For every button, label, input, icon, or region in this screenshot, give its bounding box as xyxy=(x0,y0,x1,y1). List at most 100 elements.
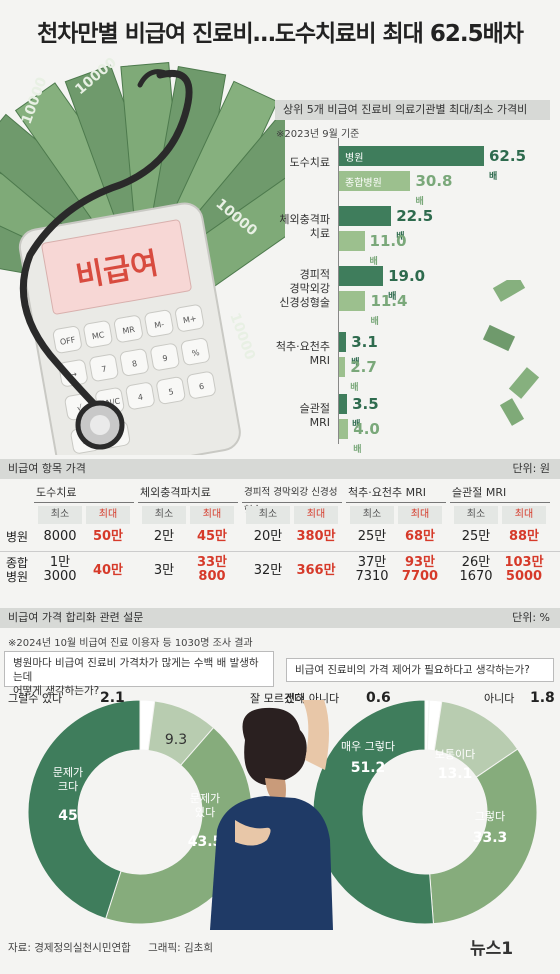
footer-source: 자료: 경제정의실천시민연합 xyxy=(8,942,131,954)
calculator-key xyxy=(89,354,119,382)
price-min-header: 최소 xyxy=(142,506,186,524)
donut2-label-a: 전혀 아니다 xyxy=(285,692,339,705)
bar-series-label: 병원 xyxy=(345,153,364,164)
price-min-header: 최소 xyxy=(38,506,82,524)
bar-value-label: 11.4배 xyxy=(370,292,408,327)
calculator-key-label: 6 xyxy=(198,382,205,392)
donut1-label-d2: 크다 xyxy=(58,780,78,793)
donut2-value-e: 51.2 xyxy=(351,760,386,776)
price-general-max: 93만 xyxy=(404,555,436,570)
calculator-key-label: 7 xyxy=(101,364,108,374)
price-max-header: 최대 xyxy=(398,506,442,524)
price-row-general-label-2: 병원 xyxy=(5,570,29,584)
price-hospital-min: 25만 xyxy=(357,529,387,544)
calculator-key-label: OFF xyxy=(59,335,76,347)
price-general-min-sub: 1670 xyxy=(459,569,493,584)
calculator-key xyxy=(144,309,174,338)
calculator-key xyxy=(175,304,204,332)
price-table: 도수치료 최소 최대 8000 50만 1만 3000 40만 체외충격파치료 최소 최대 2만 45만… xyxy=(0,484,560,594)
donut1-label-d: 문제가 xyxy=(53,766,83,779)
price-min-header: 최소 xyxy=(246,506,290,524)
donut2-value-b: 1.8 xyxy=(530,690,555,706)
price-min-header: 최소 xyxy=(350,506,394,524)
price-general-max: 40만 xyxy=(92,563,124,578)
calculator-key-label: 9 xyxy=(162,354,169,364)
bar-hospital xyxy=(339,266,384,286)
bar-axis-line xyxy=(338,138,339,444)
bar-general-hospital xyxy=(339,291,366,311)
calculator-key-label: 4 xyxy=(137,392,144,402)
price-general-max-sub: 7700 xyxy=(401,569,439,584)
bar-value-label: 3.5배 xyxy=(352,395,379,430)
donut2-label-e: 매우 그렇다 xyxy=(341,740,395,753)
survey-heading: 비급여 가격 합리화 관련 설문 단위: % xyxy=(0,608,560,628)
donut2-value-d: 33.3 xyxy=(473,830,508,846)
calculator-key-label: M- xyxy=(154,320,165,331)
price-item-header: 경피적 경막외강 신경성형술 xyxy=(242,484,342,516)
flying-banknotes xyxy=(482,280,540,426)
calculator-key-label: % xyxy=(191,348,200,358)
bar-value-label: 11.0배 xyxy=(369,232,407,267)
price-max-header: 최대 xyxy=(190,506,234,524)
price-general-min-sub: 7310 xyxy=(355,569,389,584)
price-general-max: 33만 xyxy=(196,555,228,570)
calculator-key xyxy=(52,326,82,354)
price-hospital-max: 380만 xyxy=(296,529,336,544)
price-general-min: 3만 xyxy=(153,563,175,578)
price-general-max-sub: 800 xyxy=(198,569,226,584)
price-hospital-max: 50만 xyxy=(92,529,124,544)
price-item-header: 도수치료 xyxy=(34,484,134,503)
donut2-value-a: 0.6 xyxy=(366,690,391,706)
bar-general-hospital xyxy=(339,357,346,377)
price-hospital-min: 20만 xyxy=(253,529,283,544)
calculator-key xyxy=(119,348,149,376)
donut1-label-c: 문제가 xyxy=(190,792,220,805)
donut-slice xyxy=(429,748,538,925)
donut1-value-d: 45 xyxy=(58,808,77,824)
bar-general-hospital xyxy=(339,231,365,251)
price-max-header: 최대 xyxy=(502,506,546,524)
calculator-key xyxy=(114,315,143,343)
donut2-label-b: 아니다 xyxy=(484,692,514,705)
price-item-header: 척추·요천추 MRI xyxy=(346,484,446,503)
survey-question-2: 비급여 진료비의 가격 제어가 필요하다고 생각하는가? xyxy=(286,658,554,682)
bar-label-dosu: 도수치료 xyxy=(289,156,330,169)
calculator-key xyxy=(150,343,180,371)
donut2-label-c: 보통이다 xyxy=(435,748,475,761)
price-general-max: 366만 xyxy=(296,563,336,578)
price-hospital-min: 8000 xyxy=(43,529,77,544)
donut2-label-d: 그렇다 xyxy=(475,810,505,823)
calculator-key-label: MR xyxy=(122,325,136,336)
bar-chart-subtitle: ※2023년 9월 기준 xyxy=(276,129,360,140)
donut-slice xyxy=(312,699,434,925)
survey-question-1: 병원마다 비급여 진료비 가격차가 많게는 수백 배 발생하는데 어떻게 생각하… xyxy=(4,651,274,697)
page-title: 천차만별 비급여 진료비…도수치료비 최대 62.5배차 xyxy=(37,21,524,47)
bar-hospital xyxy=(339,332,347,352)
bar-label-epidural: 경피적 경막외강 신경성형술 xyxy=(279,268,330,309)
donut1-value-c: 43.5 xyxy=(188,834,223,850)
price-max-header: 최대 xyxy=(294,506,338,524)
bar-general-hospital: 종합병원 xyxy=(339,171,411,191)
calculator-key-label: 8 xyxy=(131,359,138,369)
price-general-min: 37만 xyxy=(357,555,387,570)
price-item-header: 체외충격파치료 xyxy=(138,484,238,503)
bar-series-label: 종합병원 xyxy=(345,178,382,189)
footer-graphic: 그래픽: 김초희 xyxy=(148,942,213,954)
price-row-general-label: 종합 xyxy=(5,556,29,570)
price-hospital-min: 2만 xyxy=(153,529,175,544)
svg-text:10000: 10000 xyxy=(226,311,258,362)
calculator-key xyxy=(83,320,113,348)
price-max-header: 최대 xyxy=(86,506,130,524)
survey-note: ※2024년 10월 비급여 진료 이용자 등 1030명 조사 결과 xyxy=(8,638,253,649)
price-general-max: 103만 xyxy=(504,555,544,570)
donut-slice xyxy=(27,699,141,920)
bar-value-label: 4.0배 xyxy=(353,420,380,455)
bar-value-label: 2.7배 xyxy=(350,358,377,393)
calculator-key-label: M+ xyxy=(182,314,197,325)
price-table-heading: 비급여 항목 가격 단위: 원 xyxy=(0,459,560,479)
bar-hospital xyxy=(339,206,392,226)
price-hospital-max: 88만 xyxy=(508,529,540,544)
bar-hospital xyxy=(339,394,348,414)
price-row-hospital-label: 병원 xyxy=(5,530,29,544)
